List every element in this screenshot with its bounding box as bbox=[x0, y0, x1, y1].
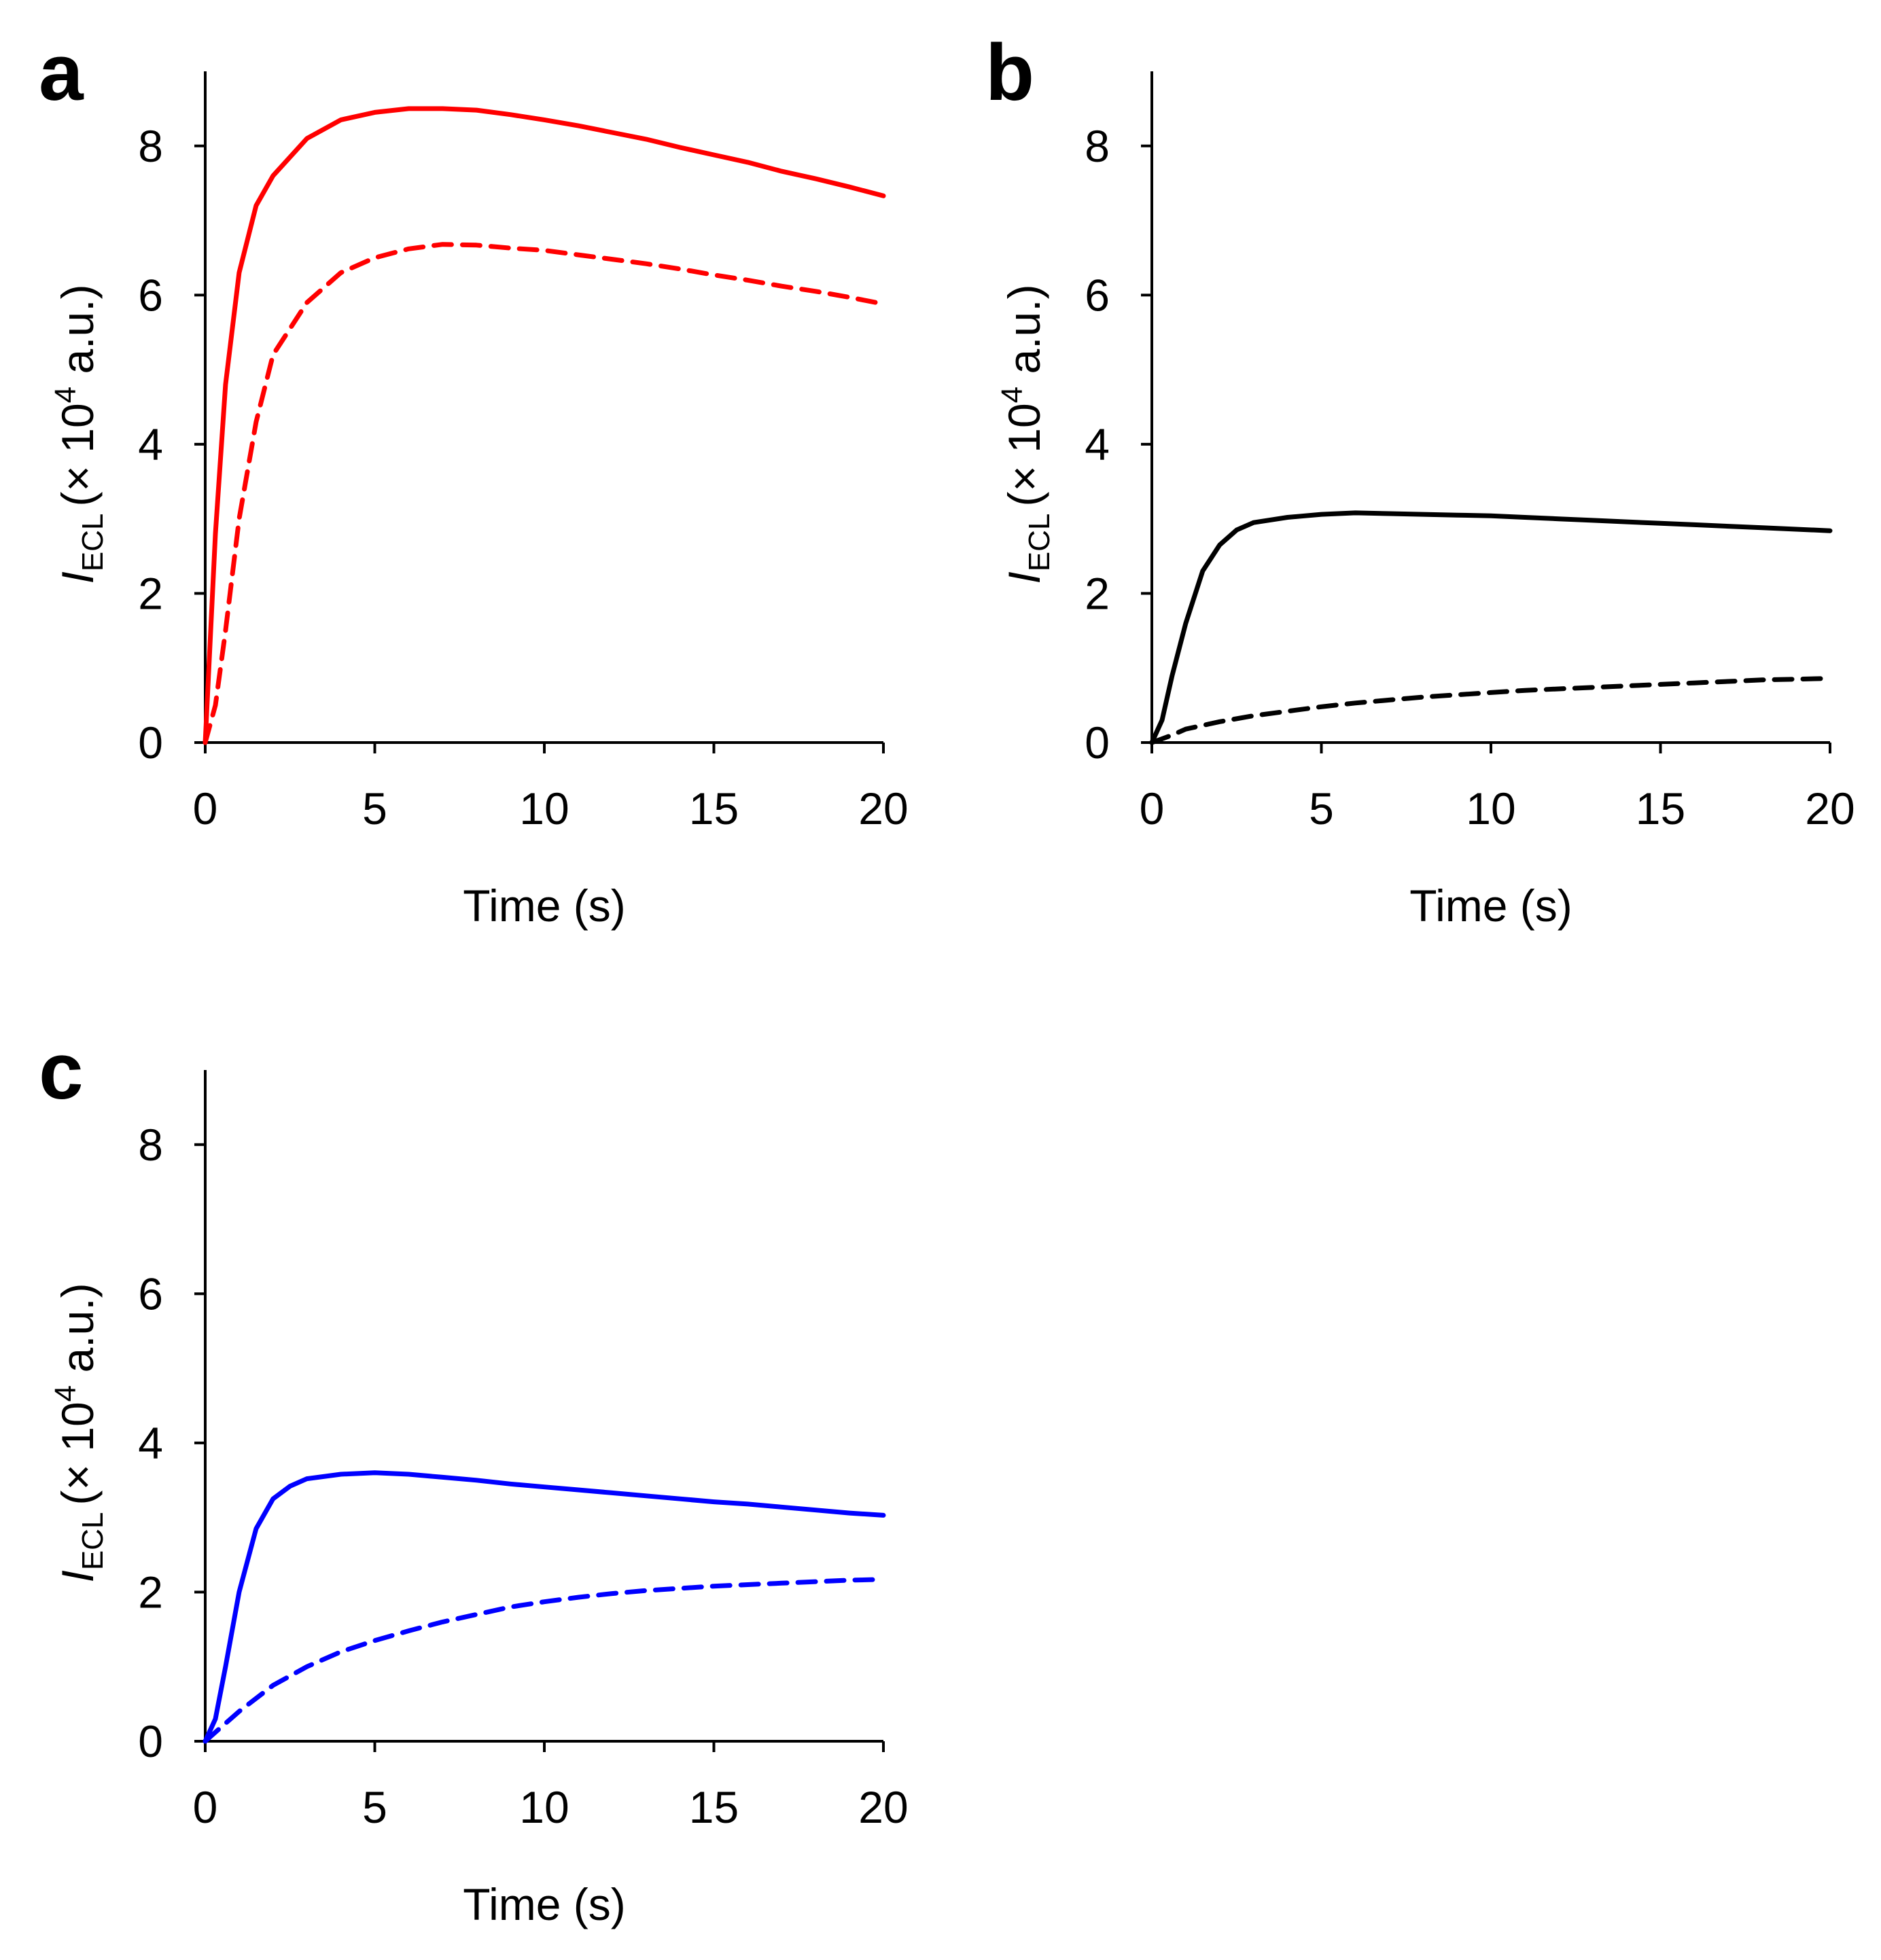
x-tick-label: 5 bbox=[362, 1782, 387, 1832]
y-tick-label: 0 bbox=[138, 717, 163, 768]
y-tick-label: 0 bbox=[1085, 717, 1110, 768]
x-axis-title: Time (s) bbox=[463, 880, 626, 931]
y-axis-exponent: 4 bbox=[996, 387, 1029, 403]
y-axis-exponent: 4 bbox=[49, 387, 82, 403]
y-axis-title: IECL (× 104 a.u.) bbox=[49, 284, 109, 584]
y-tick-label: 8 bbox=[138, 121, 163, 171]
y-axis-symbol: I bbox=[52, 571, 103, 584]
series-dashed-line bbox=[203, 242, 886, 745]
series-dashed-line bbox=[1149, 676, 1833, 745]
y-axis-title: IECL (× 104 a.u.) bbox=[996, 284, 1056, 584]
y-tick-label: 2 bbox=[138, 1567, 163, 1617]
x-tick-label: 5 bbox=[1309, 783, 1334, 834]
y-tick-label: 4 bbox=[138, 1418, 163, 1468]
y-axis-unit-end: a.u.) bbox=[52, 284, 103, 386]
x-tick-label: 10 bbox=[519, 1782, 569, 1832]
x-tick-label: 0 bbox=[193, 783, 218, 834]
series-solid-line bbox=[1149, 510, 1833, 745]
y-tick-label: 6 bbox=[138, 270, 163, 320]
y-axis-subscript: ECL bbox=[76, 514, 109, 572]
y-tick-label: 2 bbox=[1085, 568, 1110, 618]
series-dashed-line bbox=[203, 1577, 886, 1744]
y-axis-unit: (× 10 bbox=[52, 1402, 103, 1505]
y-axis-unit-end: a.u.) bbox=[999, 284, 1049, 386]
y-tick-label: 4 bbox=[1085, 419, 1110, 469]
x-tick-label: 15 bbox=[689, 1782, 739, 1832]
y-tick-label: 0 bbox=[138, 1716, 163, 1766]
x-tick-label: 5 bbox=[362, 783, 387, 834]
y-tick-label: 6 bbox=[1085, 270, 1110, 320]
series-solid-line bbox=[203, 1470, 886, 1744]
y-axis-exponent: 4 bbox=[49, 1385, 82, 1402]
x-tick-label: 20 bbox=[1805, 783, 1854, 834]
y-axis-title: IECL (× 104 a.u.) bbox=[49, 1283, 109, 1582]
series-solid-line bbox=[203, 106, 886, 745]
x-tick-label: 15 bbox=[689, 783, 739, 834]
y-axis-subscript: ECL bbox=[76, 1512, 109, 1571]
x-axis-title: Time (s) bbox=[1409, 880, 1572, 931]
x-tick-label: 20 bbox=[858, 783, 908, 834]
x-tick-label: 0 bbox=[193, 1782, 218, 1832]
y-tick-label: 8 bbox=[1085, 121, 1110, 171]
y-axis-subscript: ECL bbox=[1023, 514, 1056, 572]
x-tick-label: 20 bbox=[858, 1782, 908, 1832]
x-tick-label: 0 bbox=[1140, 783, 1165, 834]
y-axis-unit: (× 10 bbox=[999, 403, 1049, 506]
panel-letter-a: a bbox=[39, 28, 84, 118]
x-tick-label: 10 bbox=[1466, 783, 1515, 834]
y-tick-label: 4 bbox=[138, 419, 163, 469]
y-tick-label: 6 bbox=[138, 1268, 163, 1319]
y-axis-unit: (× 10 bbox=[52, 403, 103, 506]
panel-letter-b: b bbox=[985, 28, 1034, 118]
x-tick-label: 15 bbox=[1636, 783, 1685, 834]
y-axis-unit-end: a.u.) bbox=[52, 1283, 103, 1385]
y-axis-symbol: I bbox=[52, 1570, 103, 1582]
y-axis-symbol: I bbox=[999, 571, 1049, 584]
y-tick-label: 2 bbox=[138, 568, 163, 618]
y-tick-label: 8 bbox=[138, 1120, 163, 1170]
x-tick-label: 10 bbox=[519, 783, 569, 834]
x-axis-title: Time (s) bbox=[463, 1879, 626, 1929]
panel-letter-c: c bbox=[39, 1027, 84, 1116]
